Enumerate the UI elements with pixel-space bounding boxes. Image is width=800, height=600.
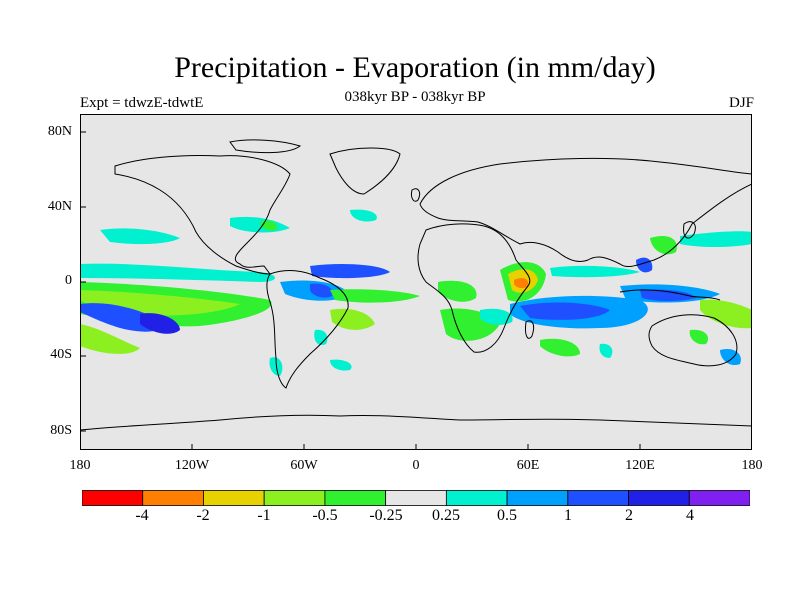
- lon-tick-0: 0: [412, 458, 420, 473]
- field-cyan: [269, 357, 283, 376]
- coastline-arctic-islands: [229, 139, 302, 154]
- lat-tick-80s: 80S: [50, 423, 72, 438]
- coastline-indonesia: [619, 289, 721, 301]
- lat-tick-0: 0: [65, 273, 72, 288]
- field-cyan: [480, 308, 513, 325]
- colorbar-box: [385, 490, 447, 506]
- lon-tick-180e: 180: [741, 458, 763, 473]
- map-title: Precipitation - Evaporation (in mm/day): [174, 51, 656, 84]
- colorbar-box: [82, 490, 144, 506]
- field-green: [438, 280, 477, 302]
- coastline-australia: [648, 314, 738, 367]
- colorbar-label-2: 2: [625, 507, 633, 524]
- colorbar-box: [203, 490, 265, 506]
- colorbar-label-neg4: -4: [135, 507, 149, 524]
- colorbar-box: [324, 490, 387, 506]
- field-green: [80, 324, 140, 354]
- coastline-north-america: [114, 154, 291, 275]
- field-cyan: [80, 263, 275, 282]
- season-label: DJF: [728, 95, 754, 111]
- field-green: [650, 235, 677, 255]
- coastline-antarctica: [80, 414, 752, 431]
- field-cyan: [100, 228, 180, 245]
- field-cyan: [680, 231, 752, 247]
- field-cyan: [550, 265, 640, 278]
- field-green: [330, 308, 375, 330]
- colorbar-label-neg0-25: -0.25: [369, 507, 403, 524]
- field-green: [689, 329, 709, 345]
- colorbar-box: [628, 490, 690, 506]
- coastline-madagascar: [525, 320, 535, 339]
- colorbar-box: [506, 490, 569, 506]
- world-map: [80, 114, 752, 450]
- lat-tick-40s: 40S: [50, 347, 72, 362]
- coastline-eurasia: [419, 157, 752, 267]
- coastline-uk: [411, 188, 421, 202]
- coastline-africa: [417, 223, 531, 353]
- field-cyan: [350, 209, 377, 222]
- field-blue: [310, 264, 390, 279]
- field-green: [700, 299, 752, 329]
- lon-tick-60w: 60W: [290, 458, 318, 473]
- field-green: [540, 338, 580, 357]
- coastline-japan: [683, 221, 696, 239]
- colorbar-box: [567, 490, 629, 506]
- field-cyan: [330, 359, 352, 371]
- colorbar-label-neg2: -2: [196, 507, 210, 524]
- colorbar-box: [688, 490, 750, 506]
- colorbar-label-4: 4: [686, 507, 694, 524]
- colorbar-label-neg0-5: -0.5: [312, 507, 338, 524]
- field-blue: [640, 289, 696, 301]
- colorbar-label-0-5: 0.5: [497, 507, 517, 524]
- precip-minus-evap-field: [80, 209, 752, 376]
- field-cyan: [720, 348, 741, 366]
- map-tick-marks: [80, 131, 641, 450]
- field-blue: [140, 313, 180, 334]
- field-orange: [514, 278, 529, 289]
- lat-tick-80n: 80N: [47, 124, 72, 139]
- lat-tick-40n: 40N: [47, 199, 72, 214]
- field-cyan: [599, 343, 613, 358]
- colorbar-box: [445, 490, 508, 506]
- colorbar: [82, 490, 750, 506]
- colorbar-box: [142, 490, 204, 506]
- colorbar-label-0-25: 0.25: [432, 507, 460, 524]
- map-subtitle: 038kyr BP - 038kyr BP: [344, 89, 486, 105]
- lon-tick-120e: 120E: [625, 458, 655, 473]
- colorbar-box: [263, 490, 326, 506]
- lon-tick-120w: 120W: [174, 458, 210, 473]
- coastline-south-america: [266, 270, 349, 389]
- map-background: [80, 114, 752, 450]
- lon-tick-60e: 60E: [516, 458, 540, 473]
- field-blue: [310, 283, 333, 298]
- experiment-label: Expt = tdwzE-tdwtE: [80, 95, 204, 111]
- lon-tick-180w: 180: [69, 458, 91, 473]
- field-green: [330, 289, 420, 303]
- coastline-greenland: [329, 147, 401, 195]
- field-blue: [520, 302, 610, 320]
- colorbar-label-neg1: -1: [257, 507, 271, 524]
- colorbar-label-1: 1: [564, 507, 572, 524]
- coastlines: [80, 139, 752, 431]
